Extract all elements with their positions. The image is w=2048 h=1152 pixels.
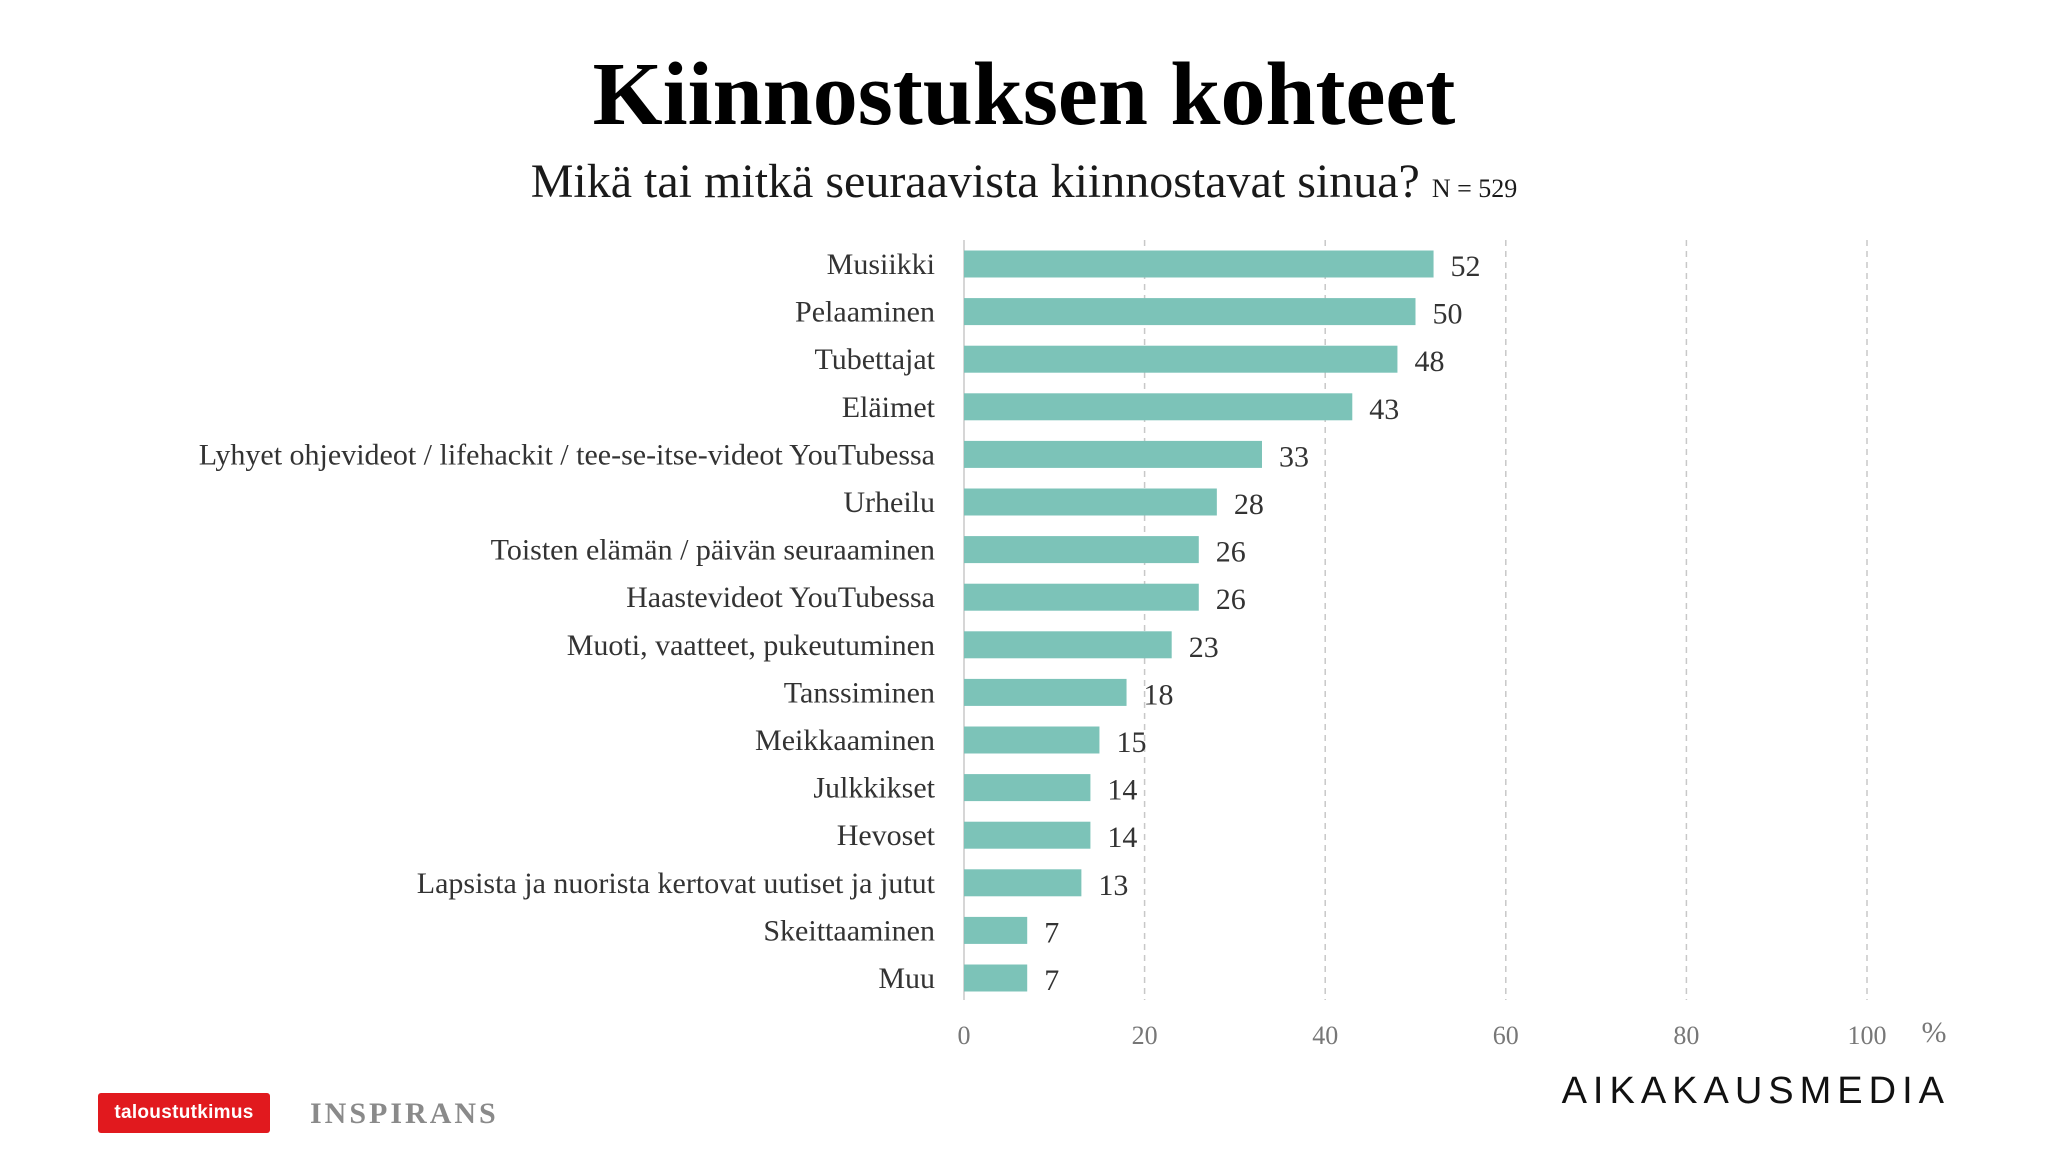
bar bbox=[964, 440, 1262, 468]
bar bbox=[964, 393, 1353, 421]
sample-size: N = 529 bbox=[1431, 174, 1518, 203]
category-label: Pelaaminen bbox=[795, 296, 935, 329]
aikakausmedia-logo: AIKAKAUSMEDIA bbox=[1561, 1070, 1950, 1112]
value-label: 14 bbox=[1107, 774, 1137, 807]
value-label: 26 bbox=[1216, 536, 1246, 569]
value-label: 13 bbox=[1098, 869, 1128, 902]
value-label: 7 bbox=[1044, 964, 1059, 997]
category-label: Eläimet bbox=[842, 391, 936, 424]
bar bbox=[964, 345, 1398, 373]
value-label: 7 bbox=[1044, 916, 1059, 949]
category-label: Muu bbox=[878, 962, 935, 995]
value-label: 26 bbox=[1216, 583, 1246, 616]
taloustutkimus-logo: taloustutkimus bbox=[98, 1093, 270, 1133]
value-label: 15 bbox=[1116, 726, 1146, 759]
bar bbox=[964, 678, 1127, 706]
bar bbox=[964, 250, 1434, 278]
bar bbox=[964, 583, 1199, 611]
bar bbox=[964, 916, 1028, 944]
category-label: Lyhyet ohjevideot / lifehackit / tee-se-… bbox=[199, 438, 935, 471]
value-label: 43 bbox=[1369, 393, 1399, 426]
value-label: 14 bbox=[1107, 821, 1137, 854]
category-label: Urheilu bbox=[843, 486, 935, 519]
bar bbox=[964, 964, 1028, 992]
category-label: Julkkikset bbox=[813, 772, 935, 805]
value-label: 28 bbox=[1234, 488, 1264, 521]
value-label: 52 bbox=[1451, 250, 1481, 283]
bar bbox=[964, 298, 1416, 326]
x-tick-label: 20 bbox=[1132, 1021, 1158, 1050]
bar bbox=[964, 726, 1100, 754]
value-label: 23 bbox=[1189, 631, 1219, 664]
x-tick-label: 0 bbox=[958, 1021, 971, 1050]
inspirans-logo: INSPIRANS bbox=[310, 1097, 499, 1130]
category-label: Skeittaaminen bbox=[763, 914, 935, 947]
bar bbox=[964, 869, 1082, 897]
bar bbox=[964, 488, 1217, 516]
x-tick-label: 80 bbox=[1673, 1021, 1699, 1050]
category-label: Meikkaaminen bbox=[755, 724, 935, 757]
bar bbox=[964, 821, 1091, 849]
category-label: Muoti, vaatteet, pukeutuminen bbox=[567, 629, 935, 662]
bar bbox=[964, 631, 1172, 659]
x-tick-label: 100 bbox=[1848, 1021, 1887, 1050]
chart-subtitle: Mikä tai mitkä seuraavista kiinnostavat … bbox=[0, 152, 2048, 219]
x-tick-label: 60 bbox=[1493, 1021, 1519, 1050]
category-label: Tanssiminen bbox=[784, 676, 935, 709]
value-label: 18 bbox=[1144, 678, 1174, 711]
category-label: Toisten elämän / päivän seuraaminen bbox=[491, 534, 935, 567]
category-label: Tubettajat bbox=[814, 343, 935, 376]
bar bbox=[964, 774, 1091, 802]
value-label: 33 bbox=[1279, 440, 1309, 473]
subtitle-text: Mikä tai mitkä seuraavista kiinnostavat … bbox=[530, 155, 1420, 208]
category-label: Haastevideot YouTubessa bbox=[626, 581, 935, 614]
category-label: Lapsista ja nuorista kertovat uutiset ja… bbox=[417, 867, 936, 900]
category-label: Musiikki bbox=[827, 248, 935, 281]
value-label: 48 bbox=[1414, 345, 1444, 378]
bar bbox=[964, 536, 1199, 564]
x-tick-label: 40 bbox=[1312, 1021, 1338, 1050]
category-label: Hevoset bbox=[837, 819, 936, 852]
x-unit-label: % bbox=[1922, 1016, 1947, 1049]
chart-title: Kiinnostuksen kohteet bbox=[592, 45, 1456, 144]
value-label: 50 bbox=[1433, 298, 1463, 331]
